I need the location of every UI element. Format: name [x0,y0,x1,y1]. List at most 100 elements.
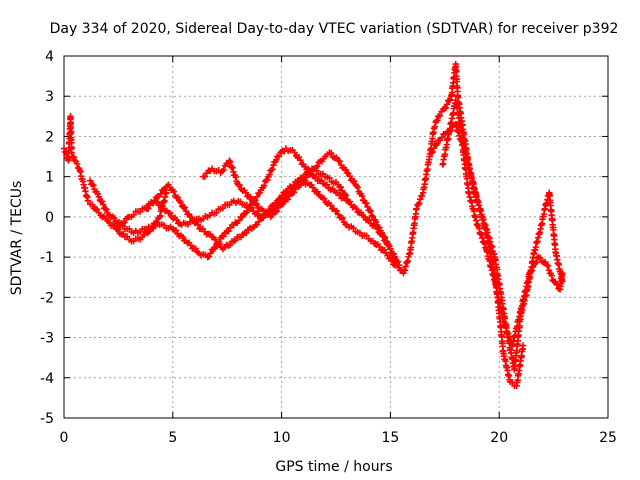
series-arc-4 [143,176,398,269]
data-marker [342,192,350,199]
y-tick-label: 0 [45,210,54,226]
data-marker [333,207,340,215]
data-marker [73,160,81,167]
series-arc-6 [378,60,527,390]
data-marker [346,198,354,205]
data-marker [352,205,360,212]
data-marker [266,171,273,178]
data-marker [380,233,388,240]
data-marker [226,241,234,249]
y-tick-label: -2 [40,290,54,306]
data-marker [354,184,361,191]
data-marker [98,198,106,205]
data-marker [89,181,96,188]
data-point [84,197,92,204]
y-tick-label: 4 [45,49,54,65]
data-marker [327,201,334,209]
data-marker [260,207,267,214]
data-marker [269,166,276,173]
data-marker [157,190,164,198]
data-marker [314,188,321,196]
data-marker [350,224,357,232]
data-marker [174,194,182,201]
x-tick-label: 20 [490,430,508,446]
data-marker [70,153,77,161]
data-point [378,229,385,237]
data-marker [151,198,158,205]
data-marker [242,189,250,196]
data-marker [173,216,180,223]
data-marker [290,182,297,189]
data-marker [328,149,335,157]
x-tick-label: 25 [599,430,617,446]
y-tick-label: -5 [40,411,54,427]
data-marker [553,281,561,289]
data-marker [248,204,255,212]
data-point [387,245,394,253]
series-arc-1 [60,113,170,245]
plot-frame [63,55,609,419]
data-marker [367,208,375,215]
data-marker [417,195,424,203]
data-marker [447,96,454,103]
data-marker [346,173,353,180]
data-marker [434,117,441,124]
y-axis-label: SDTVAR / TECUs [9,181,25,296]
data-marker [247,193,254,201]
data-marker [545,267,553,274]
data-point [413,205,420,213]
x-tick-label: 15 [381,430,399,446]
data-point [239,213,246,221]
data-marker [110,214,118,222]
data-marker [268,166,275,174]
data-marker [103,206,110,213]
data-marker [438,134,445,142]
data-marker [205,253,213,260]
data-marker [275,152,283,160]
y-tick-label: -1 [40,250,54,266]
x-axis-label: GPS time / hours [275,459,392,475]
data-point [543,261,551,269]
data-marker [366,207,373,214]
series-arc-8 [439,97,566,373]
data-marker [277,195,284,203]
data-marker [386,242,393,250]
data-marker [376,224,383,231]
data-marker [158,202,166,209]
data-marker [93,206,101,213]
data-point [291,149,298,156]
data-marker [273,156,280,164]
data-marker [130,211,137,219]
data-marker [94,190,101,198]
data-marker [243,208,250,216]
data-marker [297,157,304,164]
data-point [86,177,94,184]
data-marker [99,201,107,208]
data-marker [284,196,292,203]
data-marker [121,219,128,226]
data-marker [320,195,328,202]
data-marker [188,214,195,221]
axis-ticks: 0 5 10 15 20 25 -5 -4 -3 -2 -1 0 1 2 3 4 [40,49,617,446]
data-marker [433,140,441,147]
data-marker [314,163,321,170]
data-marker [236,182,243,189]
data-marker [363,232,370,239]
data-marker [211,245,219,252]
data-marker [544,262,552,270]
data-marker [207,250,214,257]
data-marker [429,148,437,156]
data-marker [536,254,544,261]
data-marker [307,170,315,177]
data-marker [90,182,97,189]
x-tick-label: 5 [168,430,177,446]
data-marker [264,176,271,184]
data-marker [350,178,358,185]
data-marker [145,205,152,212]
data-marker [443,101,451,108]
data-marker [337,184,344,191]
data-point [519,342,527,349]
data-marker [326,174,333,182]
data-marker [219,205,227,212]
data-markers [60,60,566,390]
